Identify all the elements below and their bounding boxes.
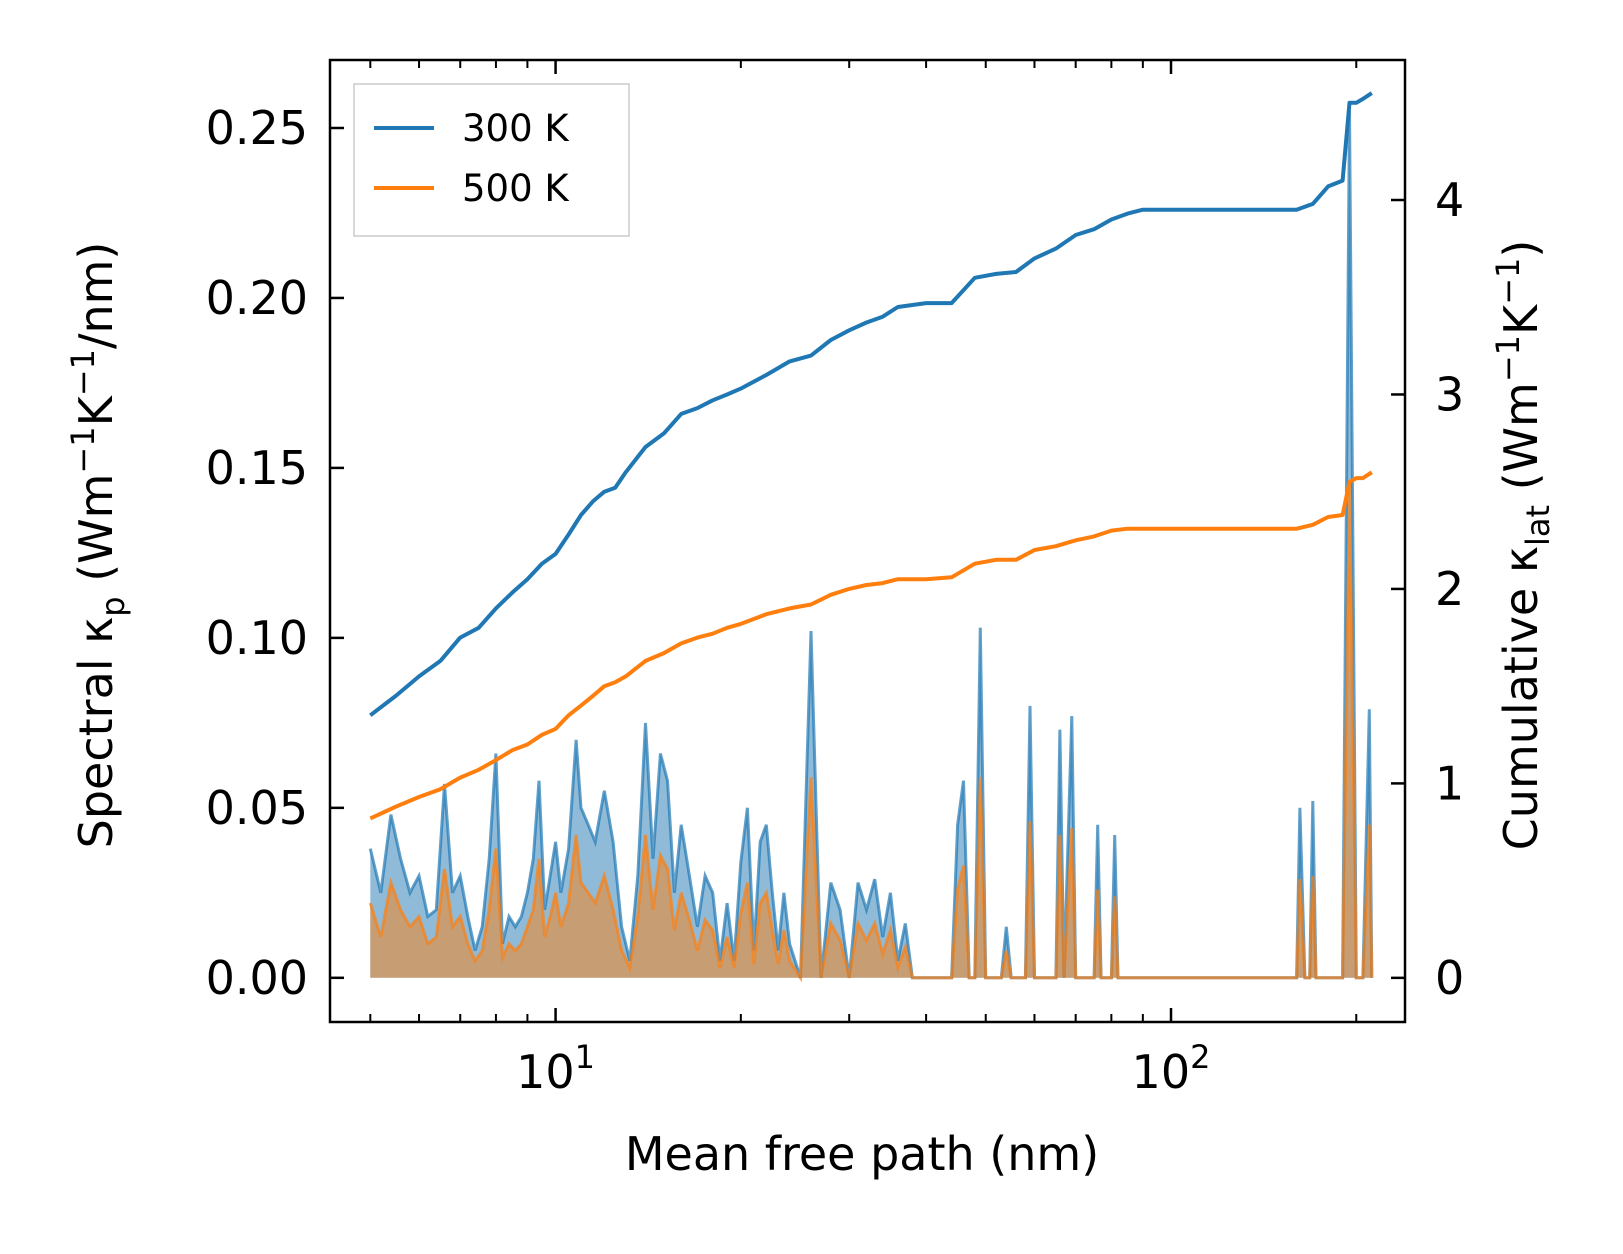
x-tick-label: 101 [516, 1038, 595, 1099]
y-right-tick-label: 2 [1435, 562, 1464, 616]
y-left-label-unit: (Wm [69, 474, 123, 597]
y-right-tick-label: 0 [1435, 951, 1464, 1005]
y-right-tick-label: 1 [1435, 756, 1464, 810]
y-axis-left-label: Spectral κp (Wm−1K−1/nm) [64, 242, 132, 849]
y-right-label-main: Cumulative κ [1494, 546, 1548, 850]
y-left-label-sub: p [94, 596, 132, 616]
y-right-label-k: K [1494, 303, 1548, 335]
y-left-tick-label: 0.10 [206, 611, 308, 665]
y-axis-right-label: Cumulative κlat (Wm−1K−1) [1489, 240, 1557, 851]
legend-label-300k: 300 K [462, 107, 570, 150]
y-left-tick-label: 0.20 [206, 271, 308, 325]
cumulative-line-500k [369, 470, 1373, 821]
y-right-label-unit: (Wm [1494, 382, 1548, 505]
spectral-line-500k [368, 484, 1374, 983]
y-right-label-sub: lat [1519, 505, 1557, 546]
y-right-tick-label: 3 [1435, 367, 1464, 421]
y-right-label-exp2: −1 [1489, 258, 1527, 305]
y-left-tick-label: 0.25 [206, 101, 308, 155]
y-left-tick-label: 0.00 [206, 951, 308, 1005]
cumulative-line-layer [369, 91, 1373, 821]
legend-box [353, 83, 630, 237]
x-axis-label: Mean free path (nm) [625, 1127, 1099, 1181]
y-left-label-exp1: −1 [64, 426, 102, 473]
tick-labels: 101 102 0.00 0.05 0.10 0.15 0.20 0.25 0 1 2 3 4 [206, 101, 1465, 1099]
y-right-label-exp1: −1 [1489, 335, 1527, 382]
y-left-label-main: Spectral κ [69, 617, 123, 849]
cumulative-line-300k [369, 91, 1373, 717]
legend-label-500k: 500 K [462, 167, 570, 210]
plot-frame [328, 58, 1407, 1024]
y-left-label-tail: /nm) [69, 242, 123, 349]
x-tick-label: 102 [1132, 1038, 1211, 1099]
y-right-label-tail: ) [1494, 240, 1548, 258]
y-left-label-k: K [69, 394, 123, 426]
y-left-tick-label: 0.15 [206, 441, 308, 495]
legend: 300 K 500 K [353, 83, 630, 237]
spectral-line-layer [368, 110, 1374, 983]
y-left-label-exp2: −1 [64, 349, 102, 396]
y-right-tick-label: 4 [1435, 173, 1464, 227]
tick-marks [330, 60, 1405, 1022]
y-left-tick-label: 0.05 [206, 781, 308, 835]
